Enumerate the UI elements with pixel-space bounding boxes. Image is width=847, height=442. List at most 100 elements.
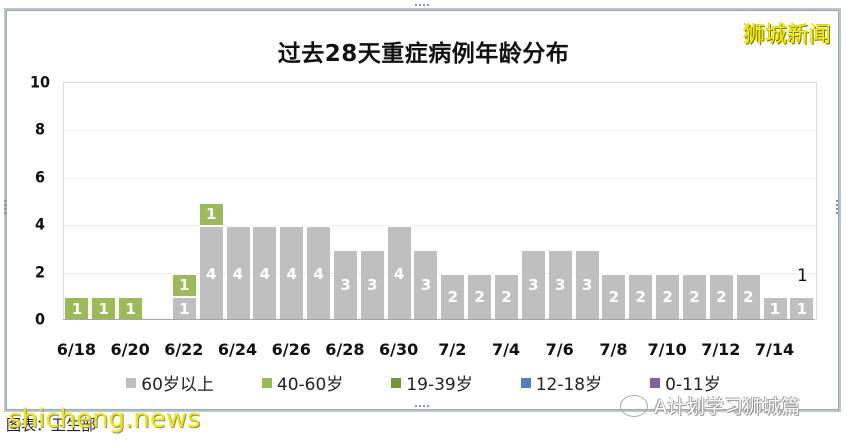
bar-segment: 1 <box>119 296 143 320</box>
gridline <box>64 272 816 274</box>
site-watermark: shicheng.news <box>8 404 201 434</box>
legend-swatch-icon <box>391 377 402 388</box>
bar-segment: 4 <box>226 225 250 320</box>
x-tick-label: 7/12 <box>701 340 741 359</box>
legend-label: 12-18岁 <box>535 375 603 395</box>
legend-item: 0-11岁 <box>650 370 721 395</box>
bar-segment: 4 <box>307 225 331 320</box>
resize-handle-right[interactable] <box>836 200 841 214</box>
wechat-watermark-text: A计划学习狮城篇 <box>654 396 800 418</box>
x-tick-label: 7/4 <box>491 340 521 359</box>
bar-stack: 1 <box>119 83 143 320</box>
bar-stack: 2 <box>602 83 626 320</box>
y-tick-label: 10 <box>30 72 51 92</box>
bar-segment: 4 <box>253 225 277 320</box>
bar-stack: 4 <box>226 83 250 320</box>
bar-stack: 2 <box>441 83 465 320</box>
chart-caption: 图表：卫生部 <box>6 416 97 434</box>
bar-stack: 2 <box>495 83 519 320</box>
bar-segment: 3 <box>333 248 357 320</box>
bar-stack: 2 <box>468 83 492 320</box>
x-tick-label: 7/10 <box>647 340 687 359</box>
x-tick-label: 6/26 <box>271 340 311 359</box>
legend-swatch-icon <box>261 377 272 388</box>
bar-segment: 3 <box>548 248 572 320</box>
chart-title: 过去28天重症病例年龄分布 <box>277 41 570 67</box>
bar-segment: 2 <box>602 272 626 320</box>
gridline <box>64 225 816 227</box>
x-tick-label: 6/24 <box>217 340 258 359</box>
bar-stack: 2 <box>682 83 706 320</box>
resize-handle-top[interactable] <box>415 4 429 9</box>
legend-label: 0-11岁 <box>665 375 721 395</box>
resize-handle-left[interactable] <box>4 200 9 214</box>
legend-label: 60岁以上 <box>141 375 214 395</box>
bar-stack: 2 <box>656 83 680 320</box>
legend-item: 40-60岁 <box>261 370 343 395</box>
bar-segment: 2 <box>629 272 653 320</box>
x-tick-label: 7/14 <box>754 340 795 359</box>
bar-stack: 4 <box>280 83 304 320</box>
bar-segment: 2 <box>441 272 465 320</box>
bar-segment: 3 <box>414 248 438 320</box>
bar-stack: 3 <box>548 83 572 320</box>
bar-stack: 2 <box>709 83 733 320</box>
bar-stack: 3 <box>575 83 599 320</box>
bar-segment: 3 <box>575 248 599 320</box>
legend-swatch-icon <box>650 377 661 388</box>
y-tick-label: 4 <box>34 214 45 234</box>
legend-item: 60岁以上 <box>126 370 214 395</box>
bar-stack: 4 <box>253 83 277 320</box>
bar-segment: 1 <box>790 296 814 320</box>
x-tick-label: 6/30 <box>379 340 419 359</box>
bar-segment: 4 <box>280 225 304 320</box>
bar-segment: 2 <box>736 272 760 320</box>
y-tick-label: 2 <box>34 262 45 282</box>
bar-segment: 2 <box>709 272 733 320</box>
legend: 60岁以上 40-60岁 19-39岁 12-18岁 0-11岁 <box>0 370 847 395</box>
bar-stack: 2 <box>736 83 760 320</box>
bar-segment: 1 <box>92 296 116 320</box>
bar-segment: 4 <box>387 225 411 320</box>
bar-segment: 4 <box>199 225 223 320</box>
bar-segment: 2 <box>682 272 706 320</box>
bar-stack: 2 <box>629 83 653 320</box>
wechat-watermark: A计划学习狮城篇 <box>620 392 800 419</box>
bar-segment: 3 <box>521 248 545 320</box>
y-tick-label: 6 <box>34 167 45 187</box>
bar-stack <box>146 83 169 320</box>
bar-segment: 2 <box>656 272 680 320</box>
brand-logo-text: 狮城新闻 <box>742 23 831 48</box>
gridline <box>64 177 816 179</box>
bar-stack: 3 <box>521 83 545 320</box>
chart-frame <box>4 8 841 412</box>
legend-swatch-icon <box>126 377 137 388</box>
bar-segment: 2 <box>468 272 492 320</box>
x-tick-label: 7/8 <box>599 340 628 359</box>
bar-stack: 4 <box>307 83 331 320</box>
y-tick-label: 8 <box>34 119 45 139</box>
bar-segment: 1 <box>172 296 196 320</box>
legend-item: 19-39岁 <box>391 370 473 395</box>
x-tick-label: 7/2 <box>438 340 467 359</box>
legend-item: 12-18岁 <box>520 370 603 395</box>
x-tick-label: 6/18 <box>56 340 97 359</box>
bar-stack: 3 <box>414 83 438 320</box>
x-tick-label: 7/6 <box>545 340 574 359</box>
bar-segment: 1 <box>199 201 223 226</box>
y-tick-label: 0 <box>34 309 45 329</box>
resize-handle-bottom[interactable] <box>415 405 429 410</box>
x-tick-label: 6/20 <box>110 340 150 359</box>
legend-label: 19-39岁 <box>406 375 473 395</box>
x-axis-line <box>63 319 815 320</box>
bar-segment: 1 <box>172 272 196 297</box>
bar-segment: 1 <box>763 296 787 320</box>
wechat-icon <box>620 394 648 417</box>
bar-stack: 1 <box>790 83 814 320</box>
x-tick-label: 6/22 <box>164 340 204 359</box>
bar-stack: 4 <box>387 83 411 320</box>
gridline <box>64 130 816 132</box>
bar-stack: 3 <box>333 83 357 320</box>
